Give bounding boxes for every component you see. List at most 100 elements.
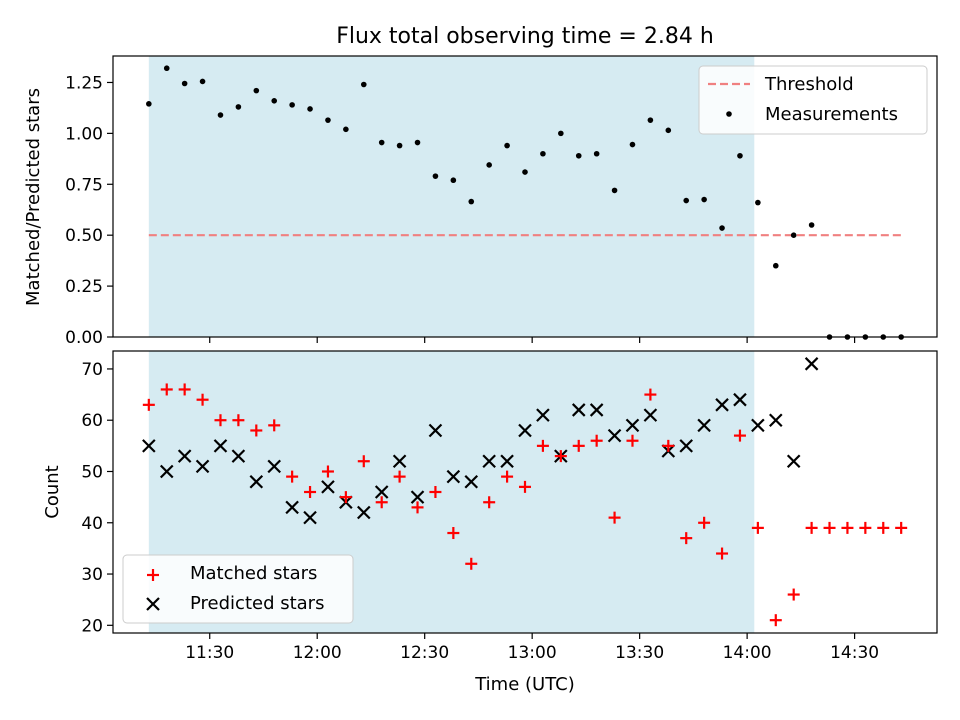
legend-predicted-label: Predicted stars — [190, 593, 324, 614]
top-axes-frame — [112, 55, 938, 338]
predicted-point — [679, 439, 693, 453]
measurement-point — [217, 112, 224, 118]
predicted-point — [518, 423, 532, 438]
top-ytick-label: 0.00 — [65, 328, 103, 348]
predicted-point — [804, 357, 819, 371]
predicted-point — [464, 474, 479, 489]
predicted-point — [697, 418, 711, 433]
top-legend-box — [698, 65, 928, 135]
measurement-point — [360, 81, 367, 88]
bottom-ytick-label: 30 — [81, 565, 103, 585]
matched-point — [841, 521, 854, 534]
measurement-point — [325, 117, 331, 123]
matched-point — [465, 557, 478, 570]
matched-point — [608, 511, 621, 524]
matched-point — [769, 614, 782, 627]
measurement-point — [719, 225, 725, 231]
bottom-axes-frame — [112, 350, 938, 634]
matched-point — [662, 439, 675, 452]
predicted-point — [231, 449, 246, 463]
xtick-label: 13:30 — [615, 643, 664, 663]
predicted-point — [500, 454, 514, 469]
matched-point — [859, 521, 872, 534]
matched-point — [644, 388, 657, 401]
bottom-ytick-label: 60 — [81, 411, 103, 431]
matched-point — [250, 424, 263, 437]
predicted-point — [159, 464, 174, 479]
bottom-y-axis-label: Count — [42, 465, 63, 518]
legend-matched-swatch — [147, 569, 159, 581]
matched-point — [178, 383, 191, 396]
matched-point — [375, 496, 388, 509]
measurement-point — [432, 173, 439, 179]
matched-point — [877, 521, 890, 534]
predicted-point — [769, 413, 783, 427]
bottom-ytick-label: 50 — [81, 462, 103, 482]
predicted-point — [410, 490, 425, 504]
predicted-point — [446, 469, 461, 484]
xtick-label: 12:30 — [400, 643, 449, 663]
matched-point — [590, 434, 603, 447]
measurement-point — [790, 232, 797, 238]
measurement-point — [701, 196, 707, 203]
bottom-legend: Matched stars Predicted stars — [122, 554, 354, 624]
measurement-point — [146, 101, 152, 107]
measurement-point — [253, 87, 260, 94]
measurement-point — [307, 106, 313, 112]
measurement-point — [343, 126, 349, 133]
predicted-point — [177, 449, 192, 463]
measurement-point — [396, 142, 403, 149]
measurement-point — [755, 199, 761, 206]
matched-point — [895, 521, 908, 534]
measurement-point — [522, 169, 528, 175]
top-ytick-label: 1.00 — [65, 124, 103, 144]
measurement-point — [504, 142, 510, 149]
matched-point — [823, 521, 836, 534]
predicted-point — [267, 459, 281, 474]
xtick-label: 11:30 — [185, 643, 234, 663]
matched-point — [716, 547, 729, 560]
bottom-yticks: 20 30 40 50 60 70 — [81, 360, 113, 636]
matched-point — [321, 465, 334, 478]
measurement-point — [665, 127, 672, 134]
bottom-legend-box — [122, 554, 354, 624]
predicted-point — [625, 418, 640, 433]
measurement-point — [235, 104, 242, 110]
measurement-point — [808, 222, 815, 228]
measurement-point — [737, 152, 743, 159]
measurement-point — [199, 78, 206, 85]
predicted-point — [643, 408, 658, 422]
top-measurements — [146, 65, 904, 340]
top-ytick-label: 1.25 — [65, 73, 103, 93]
matched-point — [698, 516, 711, 529]
matched-point — [536, 439, 549, 452]
predicted-point — [428, 423, 443, 438]
legend-measurements-swatch — [726, 111, 732, 117]
x-axis-label: Time (UTC) — [474, 674, 575, 695]
predicted-point — [285, 500, 299, 515]
xtick-label: 12:00 — [293, 643, 342, 663]
measurement-point — [558, 130, 564, 137]
xtick-label: 13:00 — [508, 643, 557, 663]
bottom-matched — [142, 383, 908, 627]
matched-point — [483, 496, 496, 509]
measurement-point — [378, 139, 385, 146]
top-shaded-span — [148, 56, 755, 337]
matched-point — [142, 398, 155, 411]
xtick-label: 14:30 — [830, 643, 879, 663]
matched-point — [357, 455, 370, 468]
predicted-point — [589, 403, 604, 417]
predicted-point — [786, 454, 801, 469]
measurement-point — [468, 198, 475, 205]
matched-point — [787, 588, 800, 601]
measurement-point — [683, 197, 690, 204]
xtick-label: 14:00 — [723, 643, 772, 663]
predicted-point — [536, 408, 550, 422]
matched-point — [429, 486, 442, 498]
matched-point — [626, 434, 639, 447]
top-xticks — [209, 337, 856, 343]
predicted-point — [571, 403, 586, 417]
predicted-point — [482, 454, 496, 469]
matched-point — [411, 501, 424, 514]
bottom-xticks: 11:30 12:00 12:30 13:00 13:30 14:00 14:30 — [185, 633, 879, 663]
